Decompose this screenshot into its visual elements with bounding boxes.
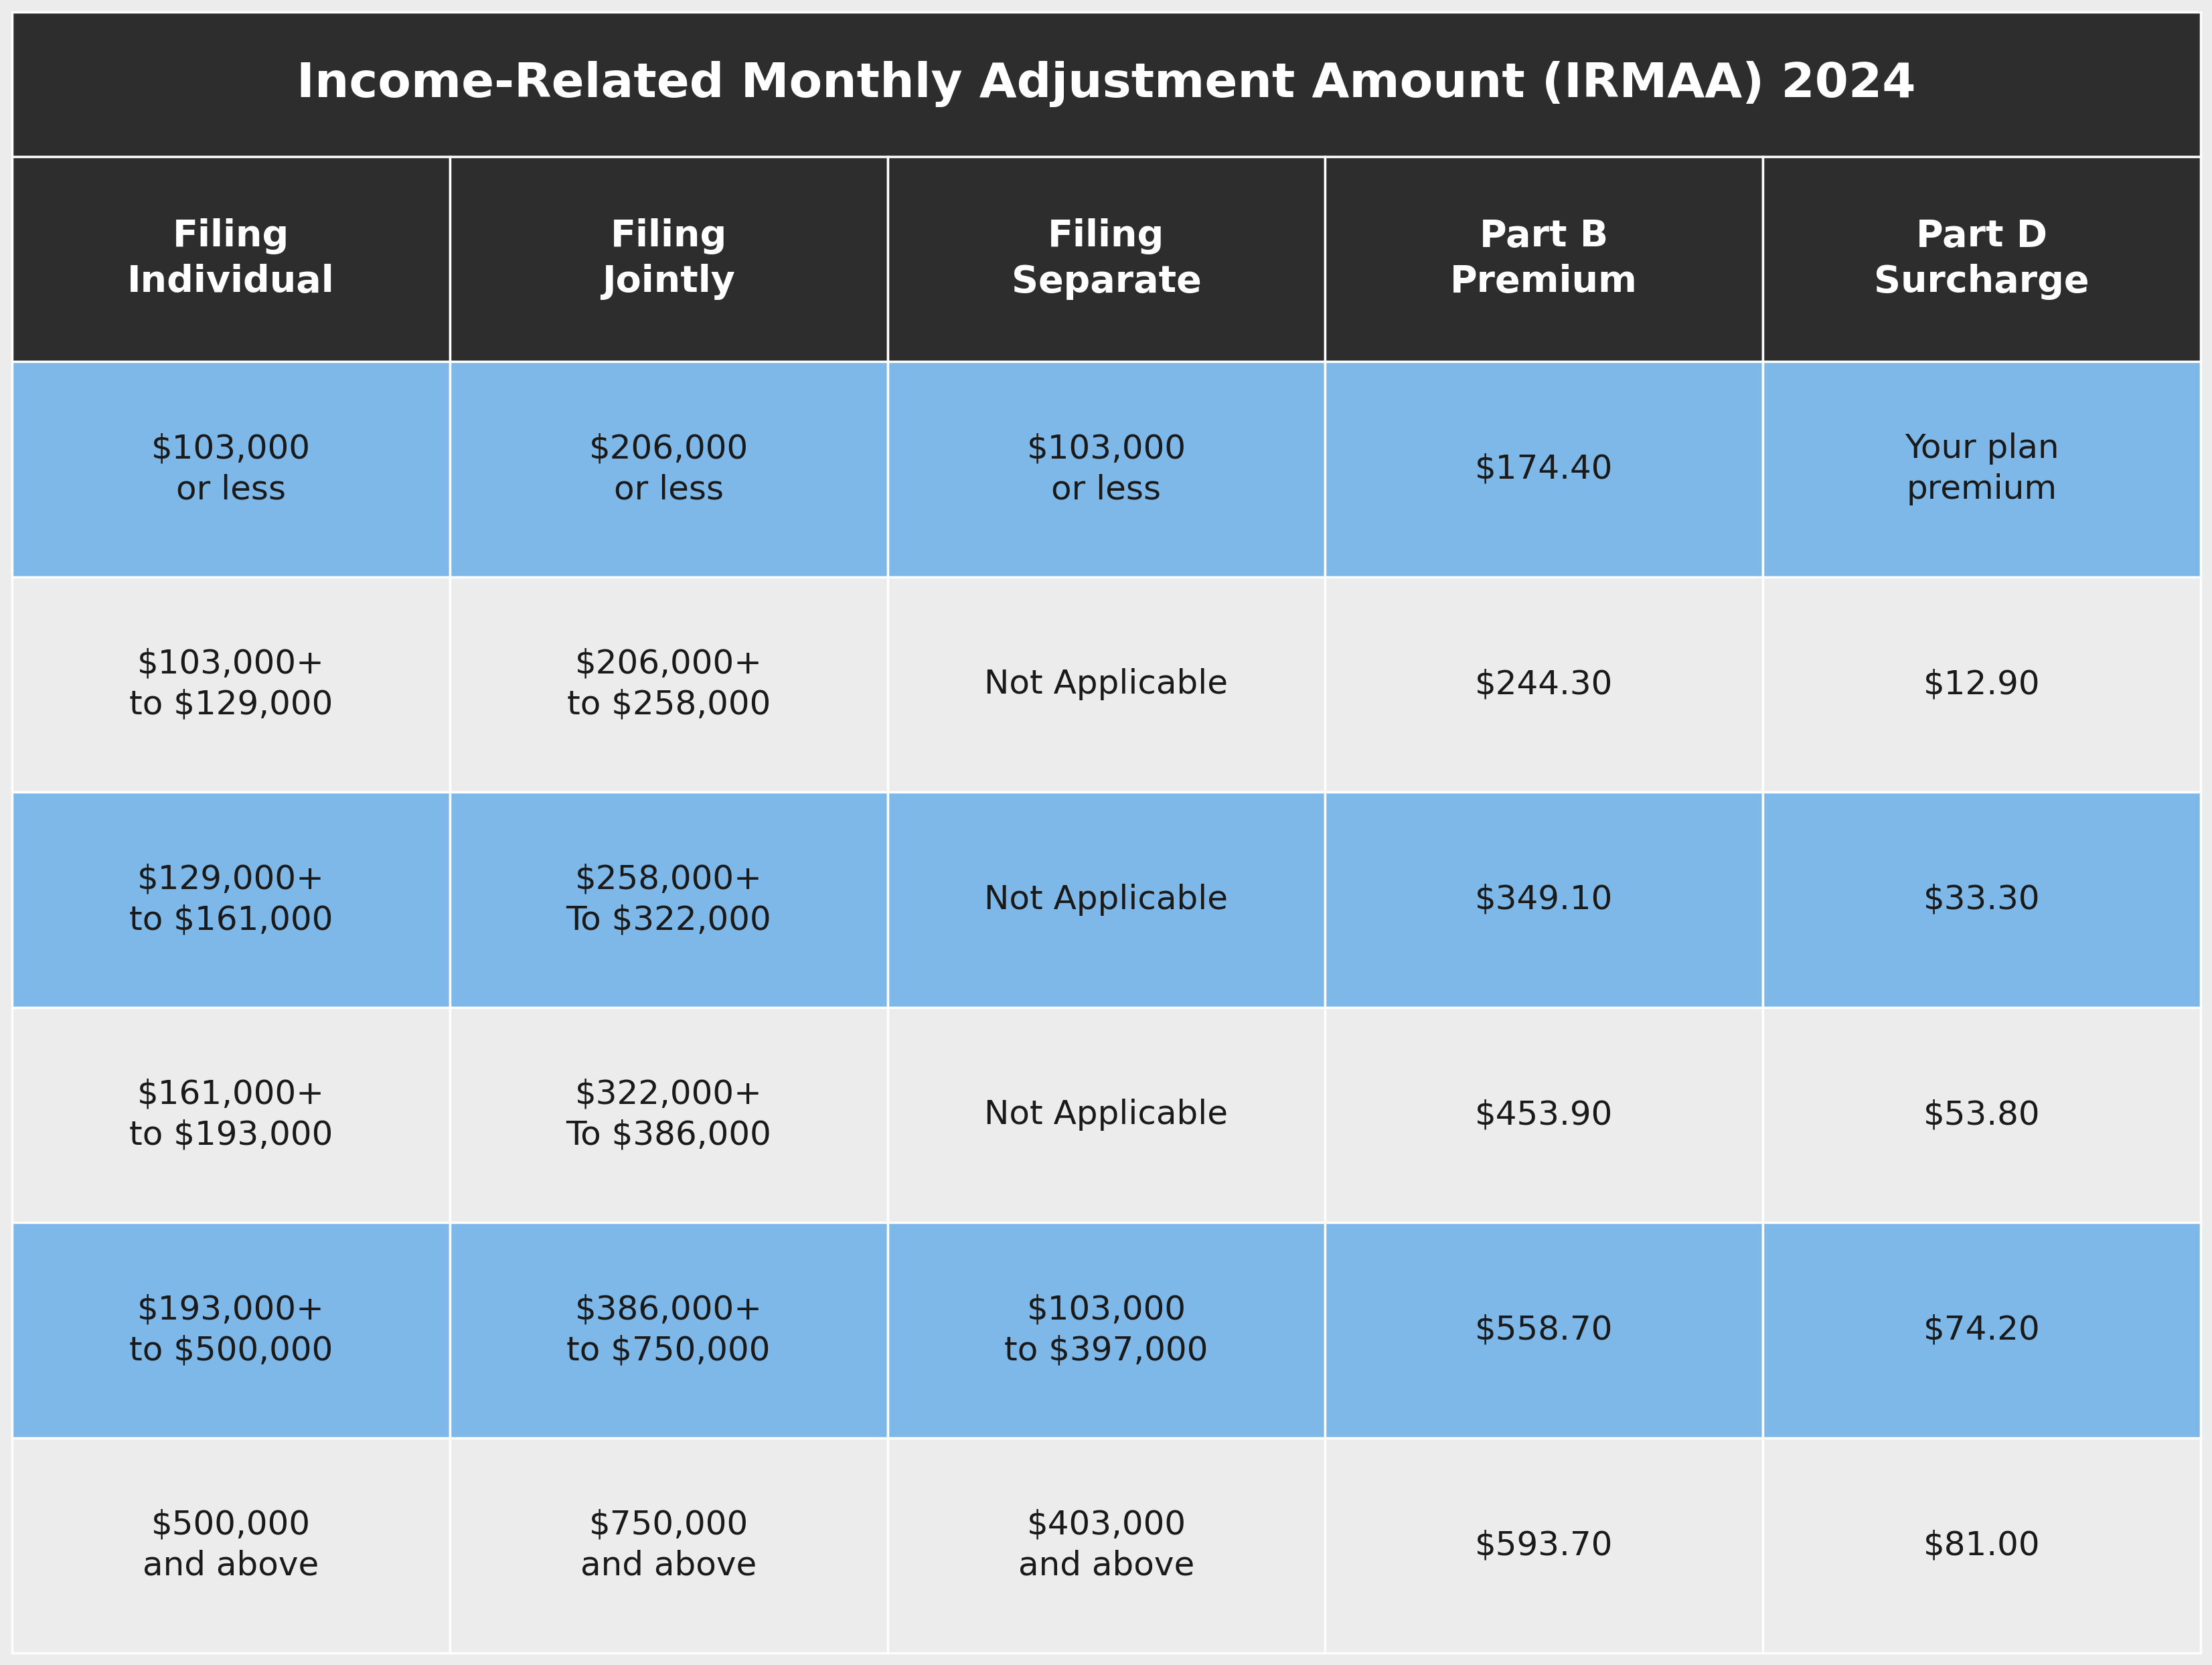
Text: $53.80: $53.80 <box>1922 1099 2039 1131</box>
Bar <box>887 157 1325 361</box>
Bar <box>449 361 887 576</box>
Bar <box>1325 576 1763 793</box>
Bar <box>11 576 449 793</box>
Text: $193,000+
to $500,000: $193,000+ to $500,000 <box>128 1294 332 1367</box>
Bar <box>1763 576 2201 793</box>
Text: Not Applicable: Not Applicable <box>984 884 1228 916</box>
Text: $500,000
and above: $500,000 and above <box>144 1508 319 1582</box>
Bar <box>887 1437 1325 1653</box>
Text: $558.70: $558.70 <box>1475 1314 1613 1347</box>
Bar <box>1763 793 2201 1007</box>
Bar <box>1325 361 1763 576</box>
Text: Part D
Surcharge: Part D Surcharge <box>1874 218 2088 300</box>
Text: Filing
Individual: Filing Individual <box>126 218 334 300</box>
Text: Part B
Premium: Part B Premium <box>1449 218 1637 300</box>
Bar <box>11 12 2201 157</box>
Bar <box>1325 1222 1763 1437</box>
Text: $386,000+
to $750,000: $386,000+ to $750,000 <box>566 1294 770 1367</box>
Text: Not Applicable: Not Applicable <box>984 668 1228 701</box>
Text: $103,000
or less: $103,000 or less <box>150 433 310 506</box>
Text: Your plan
premium: Your plan premium <box>1905 433 2059 506</box>
Text: $453.90: $453.90 <box>1475 1099 1613 1131</box>
Bar <box>1325 1437 1763 1653</box>
Text: $322,000+
To $386,000: $322,000+ To $386,000 <box>566 1079 772 1152</box>
Bar <box>1325 1007 1763 1222</box>
Bar <box>449 793 887 1007</box>
Bar <box>449 1437 887 1653</box>
Bar <box>1763 157 2201 361</box>
Bar <box>887 793 1325 1007</box>
Text: $349.10: $349.10 <box>1475 884 1613 916</box>
Bar <box>449 1007 887 1222</box>
Text: $258,000+
To $322,000: $258,000+ To $322,000 <box>566 862 772 936</box>
Bar <box>11 361 449 576</box>
Bar <box>887 1007 1325 1222</box>
Bar <box>1763 1007 2201 1222</box>
Text: $81.00: $81.00 <box>1922 1528 2039 1562</box>
Bar <box>887 576 1325 793</box>
Text: $103,000+
to $129,000: $103,000+ to $129,000 <box>128 648 332 721</box>
Bar <box>1325 157 1763 361</box>
Bar <box>11 1437 449 1653</box>
Text: $750,000
and above: $750,000 and above <box>580 1508 757 1582</box>
Bar <box>887 1222 1325 1437</box>
Bar <box>449 157 887 361</box>
Bar <box>11 793 449 1007</box>
Bar <box>11 1007 449 1222</box>
Text: $103,000
to $397,000: $103,000 to $397,000 <box>1004 1294 1208 1367</box>
Bar <box>1763 1437 2201 1653</box>
Text: $103,000
or less: $103,000 or less <box>1026 433 1186 506</box>
Text: $33.30: $33.30 <box>1922 884 2039 916</box>
Text: Income-Related Monthly Adjustment Amount (IRMAA) 2024: Income-Related Monthly Adjustment Amount… <box>296 62 1916 107</box>
Text: Filing
Jointly: Filing Jointly <box>602 218 734 300</box>
Text: $74.20: $74.20 <box>1922 1314 2039 1347</box>
Text: $593.70: $593.70 <box>1475 1528 1613 1562</box>
Text: Not Applicable: Not Applicable <box>984 1099 1228 1131</box>
Text: $161,000+
to $193,000: $161,000+ to $193,000 <box>128 1079 332 1152</box>
Bar <box>11 157 449 361</box>
Text: $206,000+
to $258,000: $206,000+ to $258,000 <box>566 648 770 721</box>
Bar <box>11 1222 449 1437</box>
Bar <box>887 361 1325 576</box>
Text: Filing
Separate: Filing Separate <box>1011 218 1201 300</box>
Bar <box>449 1222 887 1437</box>
Text: $174.40: $174.40 <box>1475 453 1613 485</box>
Text: $129,000+
to $161,000: $129,000+ to $161,000 <box>128 862 332 936</box>
Text: $206,000
or less: $206,000 or less <box>588 433 748 506</box>
Text: $12.90: $12.90 <box>1922 668 2039 701</box>
Text: $244.30: $244.30 <box>1475 668 1613 701</box>
Bar <box>1763 1222 2201 1437</box>
Bar <box>449 576 887 793</box>
Bar <box>1325 793 1763 1007</box>
Bar <box>1763 361 2201 576</box>
Text: $403,000
and above: $403,000 and above <box>1018 1508 1194 1582</box>
